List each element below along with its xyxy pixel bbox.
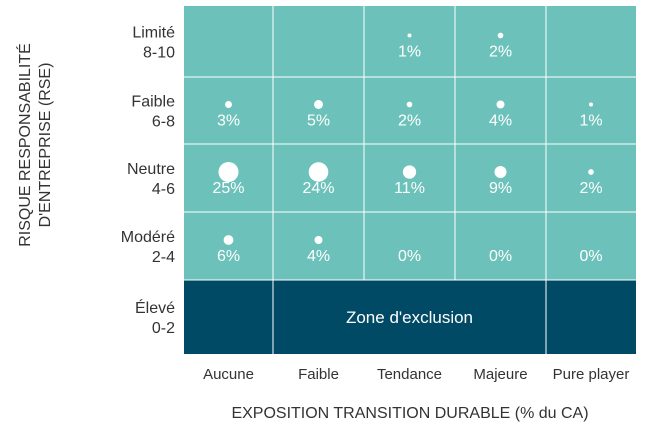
x-tick-label: Faible bbox=[298, 366, 339, 383]
bubble-marker bbox=[308, 162, 329, 182]
x-axis-title: EXPOSITION TRANSITION DURABLE (% du CA) bbox=[231, 405, 588, 422]
y-tick-label-range: 2-4 bbox=[152, 249, 175, 266]
heatmap-cell bbox=[455, 77, 546, 144]
heatmap-cell bbox=[455, 212, 546, 280]
heatmap-cell bbox=[455, 6, 546, 77]
cell-value-label: 0% bbox=[579, 248, 602, 265]
bubble-marker bbox=[407, 33, 412, 38]
cell-value-label: 4% bbox=[489, 113, 512, 130]
x-axis-tick-labels: Aucune Faible Tendance Majeure Pure player bbox=[203, 366, 629, 383]
heatmap-cell bbox=[546, 144, 636, 212]
bubble-marker bbox=[314, 100, 323, 109]
y-tick-label-range: 6-8 bbox=[152, 114, 175, 131]
cell-value-label: 0% bbox=[489, 248, 512, 265]
heatmap-cell bbox=[184, 77, 273, 144]
cell-value-label: 3% bbox=[217, 113, 240, 130]
y-axis-title: RISQUE RESPONSABILITÉ D'ENTREPRISE (RSE) bbox=[15, 43, 54, 247]
bubble-marker bbox=[497, 32, 504, 39]
cell-value-label: 2% bbox=[398, 113, 421, 130]
y-tick-label-range: 8-10 bbox=[143, 45, 175, 62]
bubble-marker bbox=[225, 101, 232, 108]
cell-value-label: 2% bbox=[489, 44, 512, 61]
y-axis-title-line-1: RISQUE RESPONSABILITÉ bbox=[15, 43, 34, 247]
bubble-marker bbox=[218, 162, 239, 182]
y-tick-label-name: Élevé bbox=[135, 298, 175, 317]
bubble-marker bbox=[406, 101, 413, 108]
cell-value-label: 5% bbox=[307, 113, 330, 130]
cell-value-label: 2% bbox=[579, 180, 602, 197]
bubble-marker bbox=[588, 169, 594, 175]
bubble-marker bbox=[494, 166, 507, 178]
cell-value-label: 24% bbox=[302, 180, 334, 197]
x-tick-label: Pure player bbox=[553, 366, 630, 383]
heatmap-cell bbox=[364, 280, 455, 354]
heatmap-cell bbox=[364, 77, 455, 144]
bubble-marker bbox=[496, 100, 505, 109]
cell-value-label: 11% bbox=[394, 180, 425, 197]
heatmap-cell bbox=[546, 212, 636, 280]
heatmap-cell bbox=[273, 6, 364, 77]
heatmap-cell bbox=[546, 77, 636, 144]
bubble-marker bbox=[589, 102, 593, 107]
bubble-marker bbox=[223, 235, 234, 245]
y-tick-label-name: Neutre bbox=[127, 161, 175, 178]
cell-value-label: 1% bbox=[579, 113, 602, 130]
bubble-marker bbox=[402, 165, 417, 179]
cell-value-label: 0% bbox=[398, 248, 421, 265]
exclusion-zone-label: Zone d'exclusion bbox=[346, 308, 473, 327]
y-tick-label-range: 4-6 bbox=[152, 181, 175, 198]
y-tick-label-name: Modéré bbox=[121, 229, 175, 246]
x-tick-label: Majeure bbox=[473, 366, 527, 383]
cell-value-label: 9% bbox=[489, 180, 512, 197]
heatmap-cell bbox=[364, 212, 455, 280]
heatmap-cell bbox=[273, 280, 364, 354]
x-tick-label: Tendance bbox=[377, 366, 442, 383]
heatmap-cell bbox=[455, 280, 546, 354]
y-axis-tick-labels: Limité 8-10 Faible 6-8 Neutre 4-6 Modéré 2-4 Éle… bbox=[121, 25, 175, 338]
heatmap-gridlines bbox=[184, 6, 636, 354]
y-tick-label-name: Faible bbox=[131, 94, 175, 111]
heatmap-cell bbox=[546, 6, 636, 77]
heatmap-cell bbox=[184, 6, 273, 77]
heatmap-cells bbox=[184, 6, 636, 354]
heatmap-cell bbox=[184, 212, 273, 280]
heatmap-cell bbox=[273, 212, 364, 280]
heatmap-cell bbox=[364, 6, 455, 77]
cell-value-label: 1% bbox=[398, 44, 421, 61]
cell-value-label: 25% bbox=[212, 180, 244, 197]
x-tick-label: Aucune bbox=[203, 366, 254, 383]
cell-value-label: 6% bbox=[217, 248, 240, 265]
y-tick-label-range: 0-2 bbox=[152, 320, 175, 337]
cell-value-label: 4% bbox=[307, 248, 330, 265]
heatmap-cell bbox=[184, 280, 273, 354]
bubble-marker bbox=[314, 236, 323, 244]
y-axis-title-line-2: D'ENTREPRISE (RSE) bbox=[37, 63, 54, 228]
heatmap-cell bbox=[546, 280, 636, 354]
y-tick-label-name: Limité bbox=[132, 25, 175, 42]
heatmap-cell bbox=[273, 77, 364, 144]
heatmap-markers: 1% 2% 3% 5% 2% 4% 1% 25% 24% 11% 9% 2% 6% 4% 0% 0% 0% bbox=[212, 32, 603, 265]
